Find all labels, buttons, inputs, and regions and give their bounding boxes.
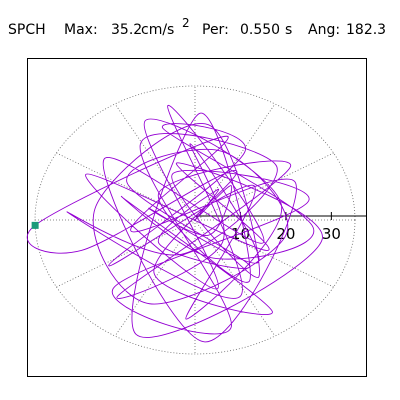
max-marker <box>31 221 39 229</box>
radial-line <box>194 219 276 337</box>
angle-label: Ang: <box>308 22 340 38</box>
period-unit: s <box>285 22 292 38</box>
period-label: Per: <box>202 22 229 38</box>
station: SPCH <box>8 22 46 38</box>
radial-line <box>114 103 196 221</box>
max-label: Max: <box>64 22 98 38</box>
angle-value: 182.3 <box>346 22 386 38</box>
orbit-trace <box>27 105 323 343</box>
max-value: 35.2 <box>111 22 142 38</box>
radial-line <box>194 103 276 221</box>
frame <box>27 58 367 377</box>
x-tick-label: 30 <box>322 225 341 243</box>
period-value: 0.550 <box>240 22 280 38</box>
max-unit-exp: 2 <box>182 16 190 30</box>
max-unit: cm/s <box>141 22 174 38</box>
radial-line <box>114 219 196 337</box>
